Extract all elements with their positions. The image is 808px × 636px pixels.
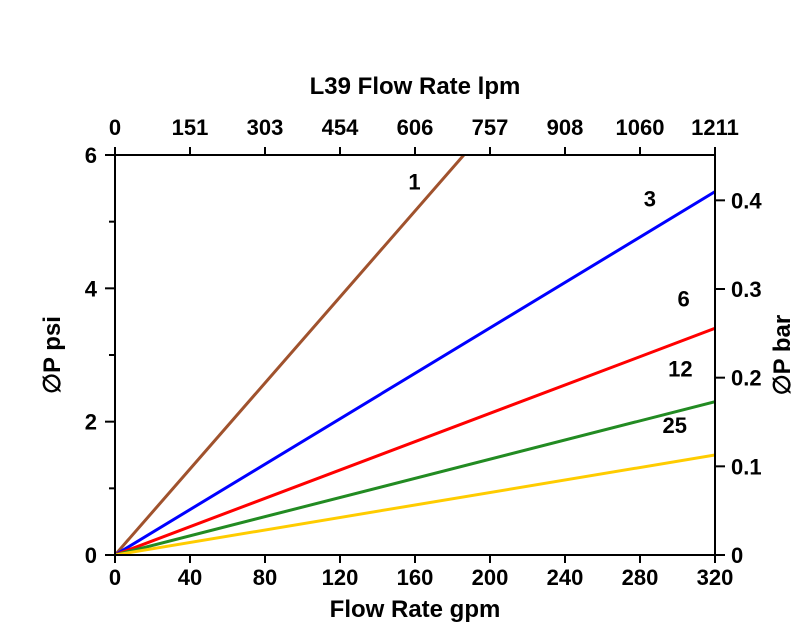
y-right-tick-label: 0.2 <box>731 366 762 391</box>
x-top-tick-label: 454 <box>322 115 359 140</box>
series-label-1: 1 <box>408 170 420 195</box>
series-label-12: 12 <box>668 356 692 381</box>
y-left-tick-label: 4 <box>85 276 98 301</box>
y-left-tick-label: 2 <box>85 410 97 435</box>
x-bottom-tick-label: 240 <box>547 565 584 590</box>
y-left-tick-label: 6 <box>85 143 97 168</box>
x-top-tick-label: 0 <box>109 115 121 140</box>
x-top-tick-label: 303 <box>247 115 284 140</box>
x-bottom-tick-label: 80 <box>253 565 277 590</box>
x-bottom-tick-label: 280 <box>622 565 659 590</box>
x-bottom-axis-label: Flow Rate gpm <box>330 596 501 623</box>
pressure-drop-chart: 04080120160200240280320Flow Rate gpm0151… <box>0 0 808 636</box>
x-top-tick-label: 757 <box>472 115 509 140</box>
series-label-6: 6 <box>678 286 690 311</box>
y-right-tick-label: 0 <box>731 543 743 568</box>
x-bottom-tick-label: 0 <box>109 565 121 590</box>
series-label-25: 25 <box>663 413 687 438</box>
series-label-3: 3 <box>644 186 656 211</box>
x-bottom-tick-label: 160 <box>397 565 434 590</box>
y-right-axis-label: ∅P bar <box>769 315 796 396</box>
x-bottom-tick-label: 200 <box>472 565 509 590</box>
y-right-tick-label: 0.3 <box>731 277 762 302</box>
chart-container: 04080120160200240280320Flow Rate gpm0151… <box>0 0 808 636</box>
x-bottom-tick-label: 120 <box>322 565 359 590</box>
x-top-tick-label: 606 <box>397 115 434 140</box>
x-bottom-tick-label: 320 <box>697 565 734 590</box>
y-left-tick-label: 0 <box>85 543 97 568</box>
x-top-tick-label: 151 <box>172 115 209 140</box>
x-top-tick-label: 908 <box>547 115 584 140</box>
y-left-axis-label: ∅P psi <box>39 316 66 394</box>
y-right-tick-label: 0.4 <box>731 188 762 213</box>
x-bottom-tick-label: 40 <box>178 565 202 590</box>
x-top-tick-label: 1211 <box>691 115 739 140</box>
chart-top-title: L39 Flow Rate lpm <box>310 73 521 100</box>
x-top-tick-label: 1060 <box>616 115 665 140</box>
y-right-tick-label: 0.1 <box>731 454 762 479</box>
